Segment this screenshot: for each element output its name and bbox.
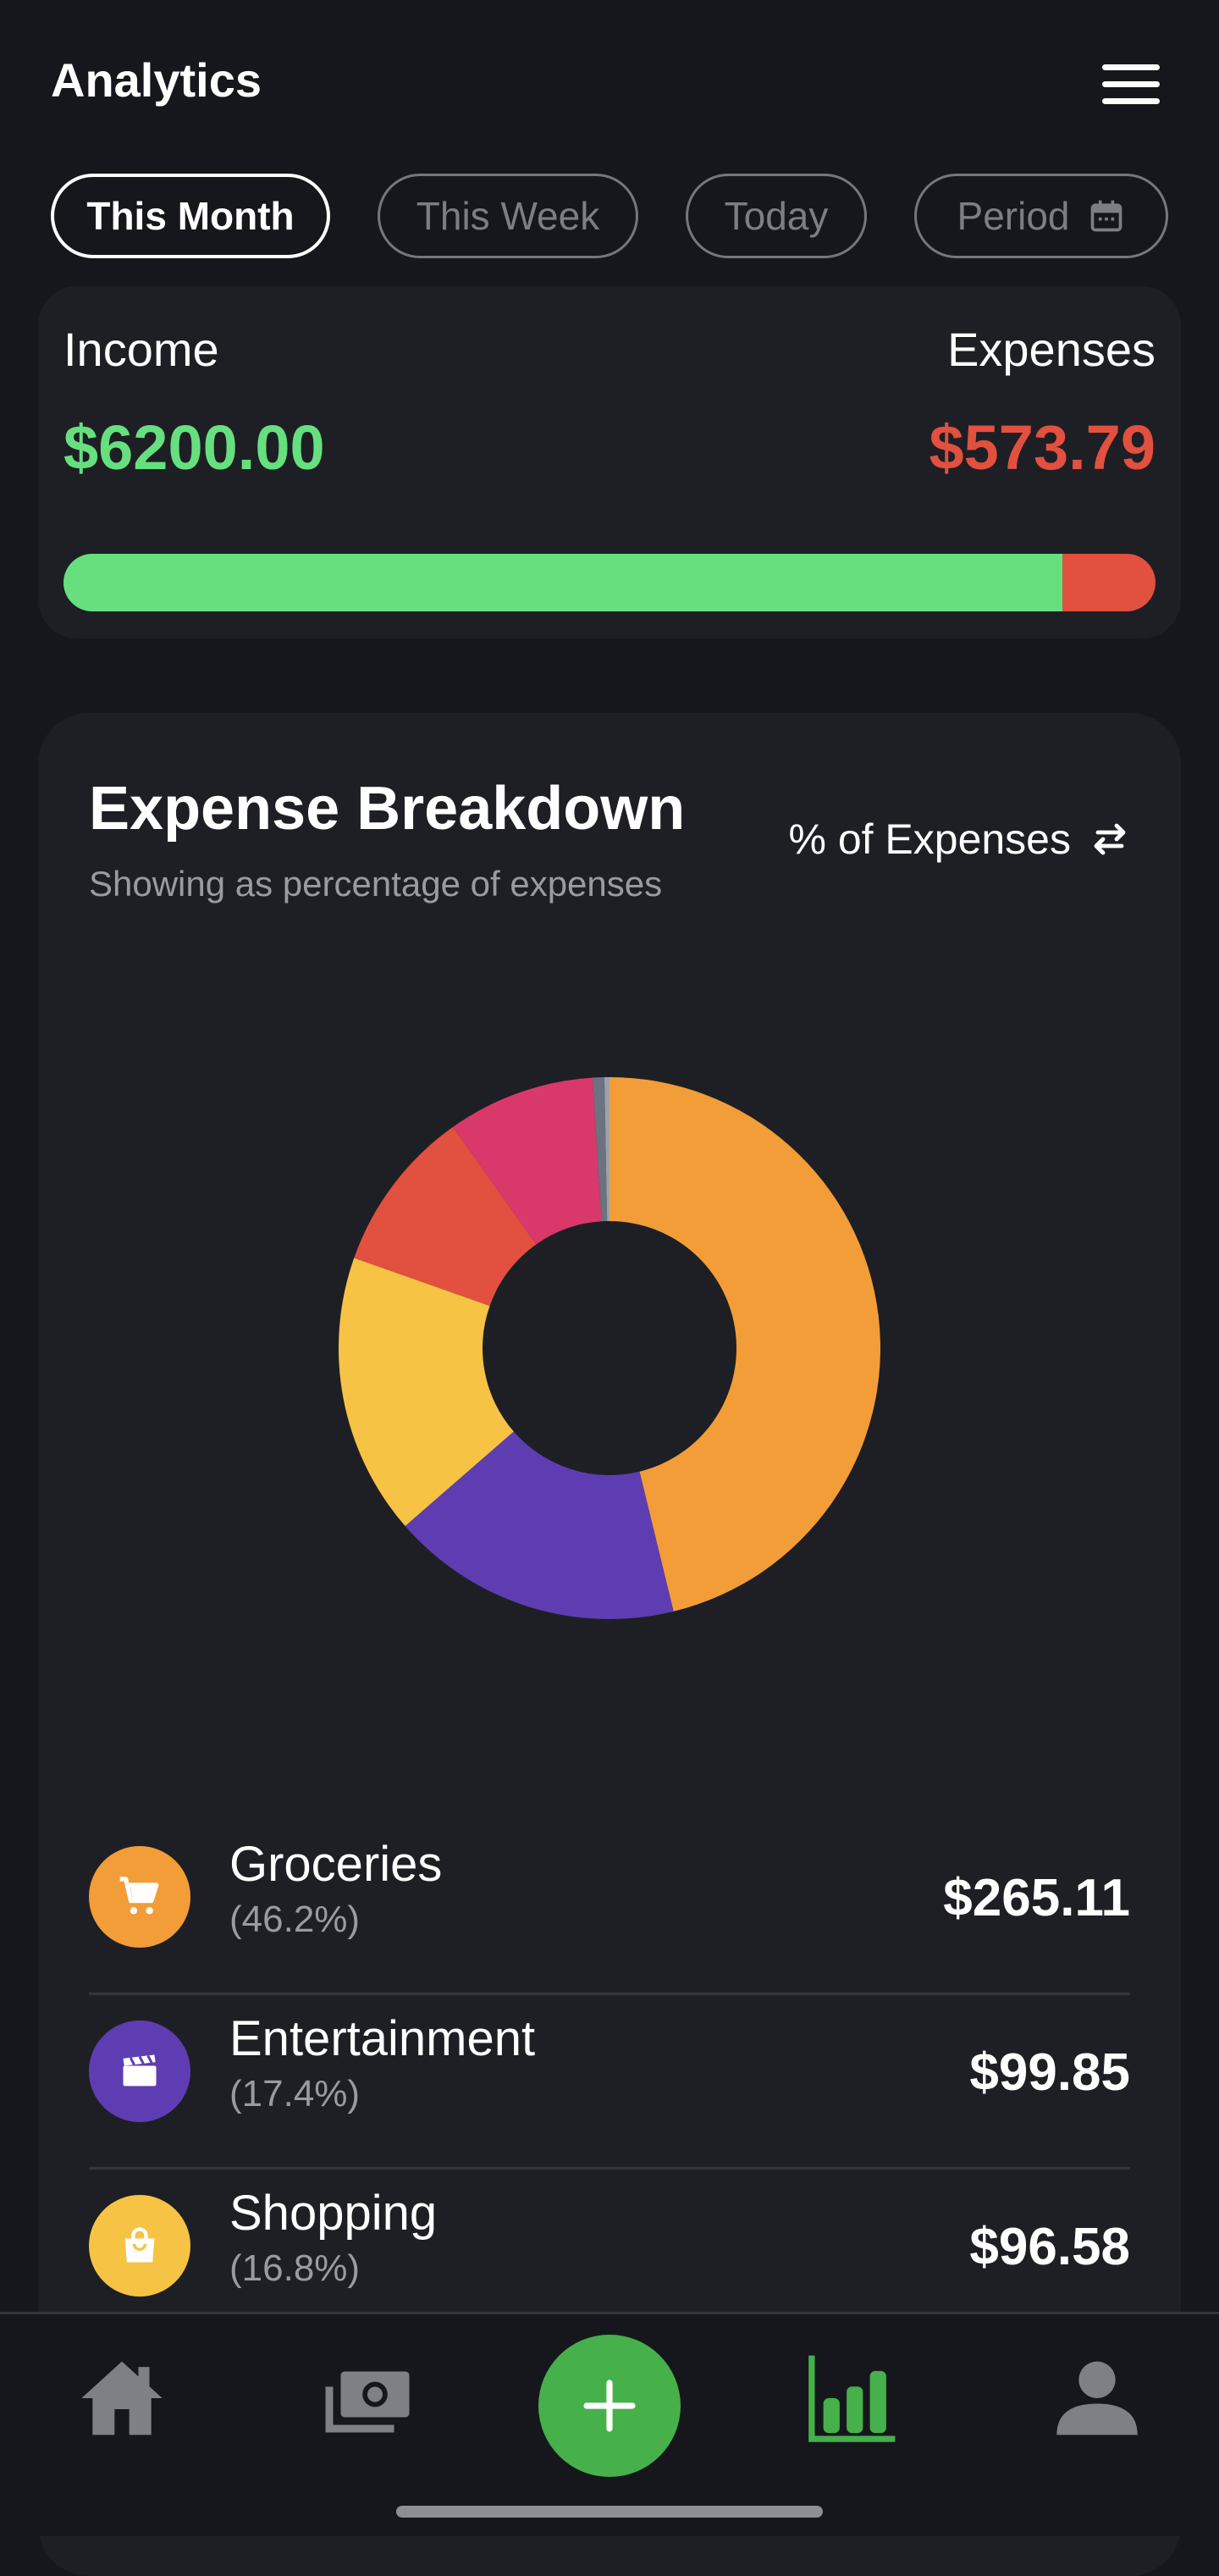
filter-label: This Week [416,194,600,238]
page-title: Analytics [51,53,262,107]
row-divider [89,2167,1130,2170]
category-row-shopping[interactable]: Shopping (16.8%) $96.58 [89,2170,1130,2344]
category-name: Groceries [229,1837,443,1892]
filter-today[interactable]: Today [686,174,867,258]
bottom-navigation [0,2312,1219,2536]
hamburger-menu-icon[interactable] [1102,64,1160,105]
calendar-icon [1091,200,1122,232]
category-percent: (16.8%) [229,2247,361,2289]
shopping-bag-icon [89,2195,190,2297]
donut-slice-entertainment[interactable] [405,1431,674,1619]
nav-transactions[interactable] [322,2352,413,2449]
expenses-value: $573.79 [929,412,1156,483]
income-expense-summary: Income Expenses $6200.00 $573.79 [38,286,1181,638]
filter-this-month[interactable]: This Month [51,174,330,258]
breakdown-subtitle: Showing as percentage of expenses [89,864,663,904]
category-row-entertainment[interactable]: Entertainment (17.4%) $99.85 [89,1995,1130,2170]
income-expense-ratio-bar [63,554,1156,611]
category-row-groceries[interactable]: Groceries (46.2%) $265.11 [89,1821,1130,1995]
filter-label: Today [724,194,829,238]
expenses-label: Expenses [947,323,1156,376]
expense-breakdown-card: Expense Breakdown Showing as percentage … [38,713,1181,2576]
nav-analytics[interactable] [806,2352,899,2449]
home-icon [81,2361,163,2435]
income-value: $6200.00 [63,412,325,483]
bar-chart-icon [808,2355,896,2442]
filter-label: Period [957,194,1070,238]
nav-home[interactable] [78,2352,166,2449]
nav-profile[interactable] [1053,2352,1141,2449]
filter-label: This Month [86,194,295,238]
filter-this-week[interactable]: This Week [378,174,638,258]
home-indicator [396,2506,823,2518]
donut-slice-4[interactable] [354,1126,537,1307]
donut-slice-7[interactable] [604,1077,610,1222]
income-label: Income [63,323,219,376]
plus-icon [583,2380,636,2432]
category-amount: $99.85 [969,2043,1130,2102]
category-percent: (17.4%) [229,2073,361,2114]
add-transaction-button[interactable] [538,2335,681,2477]
category-percent: (46.2%) [229,1899,361,1940]
cart-icon [89,1846,190,1948]
category-amount: $96.58 [969,2218,1130,2276]
clapperboard-icon [89,2020,190,2122]
category-name: Shopping [229,2186,438,2241]
expense-donut-chart [339,1077,880,1619]
breakdown-title: Expense Breakdown [89,775,686,843]
category-amount: $265.11 [943,1869,1130,1927]
donut-slice-5[interactable] [453,1077,602,1245]
filter-period[interactable]: Period [914,174,1168,258]
app-header: Analytics [0,0,1219,169]
user-icon [1056,2361,1138,2435]
income-share-fill [63,554,1063,611]
swap-arrows-icon [1094,823,1126,855]
category-list: Groceries (46.2%) $265.11 Entertainment … [89,1821,1130,2344]
row-divider [89,1993,1130,1995]
donut-slice-6[interactable] [592,1077,608,1222]
expense-share-fill [1062,554,1156,611]
toggle-label: % of Expenses [788,815,1071,863]
category-name: Entertainment [229,2011,536,2066]
period-filter-bar: This Month This Week Today Period [0,174,1219,262]
display-mode-toggle[interactable]: % of Expenses [788,815,1130,864]
donut-slice-groceries[interactable] [610,1077,880,1611]
donut-slice-shopping[interactable] [339,1258,514,1527]
money-icon [325,2371,410,2433]
